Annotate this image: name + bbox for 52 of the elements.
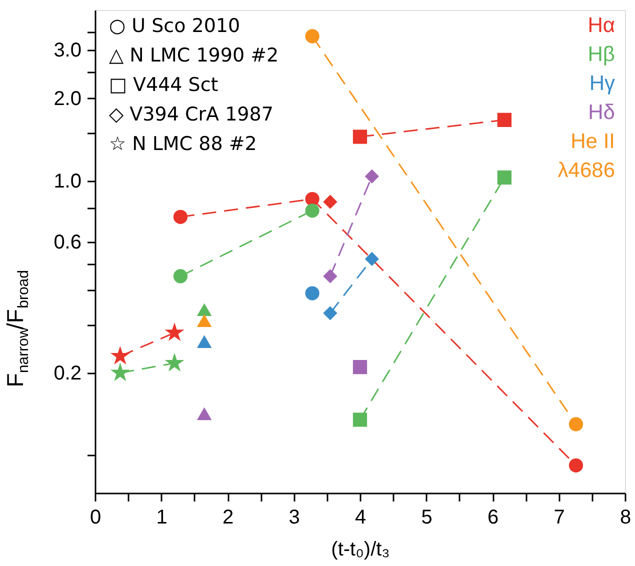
y-axis-title: Fnarrow/Fbroad <box>2 270 32 388</box>
point <box>497 170 512 185</box>
annotation: Hβ <box>588 43 615 66</box>
x-tick-label: 3 <box>288 506 300 528</box>
point <box>323 194 338 209</box>
point <box>110 346 130 365</box>
annotation: Hγ <box>589 72 616 95</box>
annotation: He II λ4686 <box>558 130 615 182</box>
y-tick-label: 0.6 <box>54 231 82 254</box>
x-tick-label: 7 <box>554 506 565 528</box>
x-tick-label: 1 <box>156 506 168 528</box>
point <box>568 417 584 432</box>
point <box>364 252 379 266</box>
annotation: △ N LMC 1990 #2 <box>109 44 279 66</box>
x-tick-label: 2 <box>222 506 234 528</box>
point <box>305 286 320 300</box>
point <box>164 322 184 342</box>
x-tick-label: 0 <box>90 506 102 528</box>
point <box>173 269 188 284</box>
y-tick-label: 1.0 <box>54 170 82 193</box>
point <box>364 169 379 184</box>
annotation: □ V444 Sct <box>109 74 218 96</box>
point <box>196 314 212 328</box>
y-tick-label: 2.0 <box>54 88 82 110</box>
point <box>497 112 512 127</box>
point <box>568 458 584 472</box>
point <box>352 130 368 144</box>
x-tick-label: 5 <box>421 506 432 528</box>
x-tick-label: 6 <box>487 506 499 528</box>
point <box>352 360 368 374</box>
y-tick-label: 3.0 <box>54 40 82 62</box>
annotation: Hδ <box>588 101 615 124</box>
point <box>352 412 368 427</box>
x-tick-label: 8 <box>620 506 632 528</box>
point <box>305 204 320 218</box>
point <box>305 192 320 206</box>
point <box>196 335 212 348</box>
point <box>305 29 320 44</box>
point <box>196 303 212 316</box>
point <box>323 306 338 320</box>
annotation: Hα <box>588 14 615 37</box>
annotation: ○ U Sco 2010 <box>109 15 240 37</box>
x-tick-label: 4 <box>354 506 366 528</box>
annotation: ☆ N LMC 88 #2 <box>109 133 257 155</box>
point <box>323 269 338 284</box>
point <box>110 362 130 382</box>
point <box>173 210 188 224</box>
point <box>196 407 212 420</box>
annotation: ◇ V394 CrA 1987 <box>109 104 274 126</box>
point <box>164 352 184 372</box>
x-axis-title: (t-t₀)/t₃ <box>331 538 390 560</box>
y-tick-label: 0.2 <box>54 362 82 384</box>
